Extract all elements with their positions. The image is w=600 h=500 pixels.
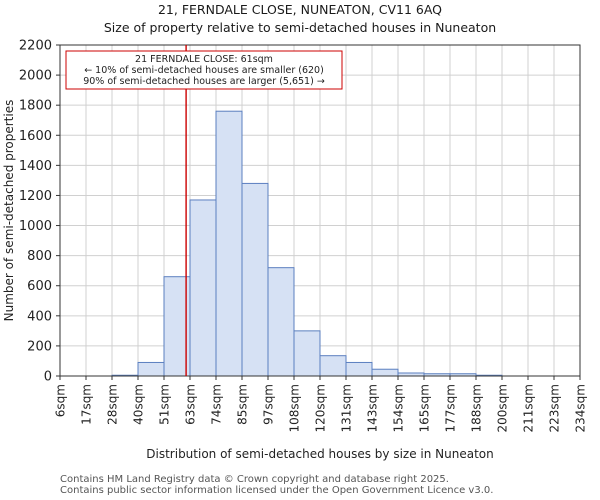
x-tick-label: 17sqm (80, 384, 94, 425)
x-tick-label: 234sqm (574, 384, 588, 432)
y-tick-label: 800 (27, 249, 52, 264)
histogram-bar (293, 330, 321, 377)
x-tick-label: 74sqm (210, 384, 224, 425)
x-tick-label: 108sqm (288, 384, 302, 432)
x-tick-label: 165sqm (418, 384, 432, 432)
y-tick-label: 1400 (19, 159, 52, 174)
histogram-bar (215, 110, 243, 377)
footer-copyright: Contains HM Land Registry data © Crown c… (60, 474, 449, 485)
x-tick-label: 120sqm (314, 384, 328, 432)
y-tick-label: 2000 (19, 69, 52, 84)
x-tick-label: 97sqm (262, 384, 276, 425)
histogram-bar (345, 361, 373, 377)
x-tick-label: 177sqm (444, 384, 458, 432)
y-tick-label: 2200 (19, 39, 52, 54)
annotation-line: ← 10% of semi-detached houses are smalle… (84, 65, 324, 76)
annotation-box (65, 50, 343, 90)
x-tick-label: 63sqm (184, 384, 198, 425)
histogram-bar (189, 199, 217, 377)
annotation-line: 90% of semi-detached houses are larger (… (83, 76, 325, 87)
x-tick-label: 154sqm (392, 384, 406, 432)
chart-title: 21, FERNDALE CLOSE, NUNEATON, CV11 6AQ (157, 2, 442, 17)
x-tick-label: 223sqm (548, 384, 562, 432)
x-tick-label: 188sqm (470, 384, 484, 432)
x-tick-label: 211sqm (522, 384, 536, 432)
footer-licence: Contains public sector information licen… (60, 485, 494, 496)
y-tick-label: 1200 (19, 189, 52, 204)
y-tick-label: 200 (27, 339, 52, 354)
y-tick-label: 0 (44, 370, 52, 385)
histogram-bar (267, 267, 295, 377)
x-tick-label: 51sqm (158, 384, 172, 425)
x-tick-label: 200sqm (496, 384, 510, 432)
histogram-bar (371, 368, 399, 377)
y-tick-label: 1800 (19, 99, 52, 114)
y-tick-label: 600 (27, 279, 52, 294)
x-tick-label: 143sqm (366, 384, 380, 432)
x-tick-label: 85sqm (236, 384, 250, 425)
histogram-bar (241, 182, 269, 377)
histogram-bar (137, 361, 165, 377)
x-tick-label: 6sqm (54, 384, 68, 417)
chart-subtitle: Size of property relative to semi-detach… (103, 20, 497, 35)
annotation-line: 21 FERNDALE CLOSE: 61sqm (135, 54, 273, 65)
x-tick-label: 28sqm (106, 384, 120, 425)
y-tick-label: 400 (27, 309, 52, 324)
x-tick-label: 131sqm (340, 384, 354, 432)
y-tick-label: 1000 (19, 219, 52, 234)
y-axis-label: Number of semi-detached properties (2, 100, 16, 322)
x-axis-label: Distribution of semi-detached houses by … (146, 447, 493, 461)
x-tick-label: 40sqm (132, 384, 146, 425)
y-tick-label: 1600 (19, 129, 52, 144)
histogram-bar (319, 355, 347, 377)
